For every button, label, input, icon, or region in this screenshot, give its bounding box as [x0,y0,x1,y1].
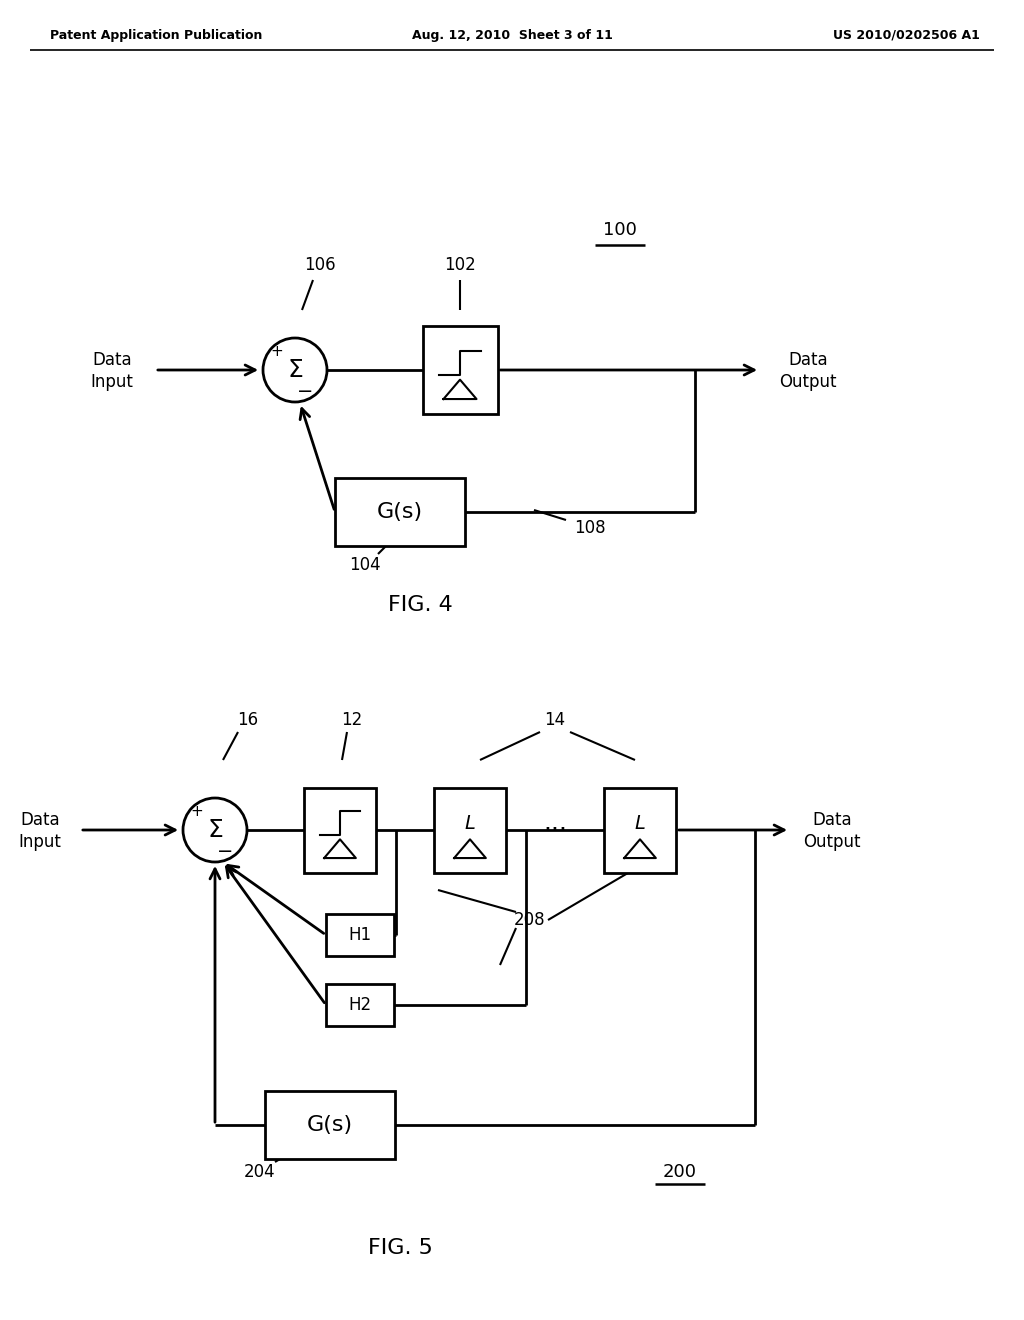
Bar [434,788,506,873]
Text: 208: 208 [514,911,546,929]
Text: 106: 106 [304,256,336,275]
Circle shape [183,799,247,862]
Text: Data: Data [788,351,827,370]
Text: L: L [465,813,475,833]
Text: 12: 12 [341,711,362,729]
Text: Input: Input [18,833,61,851]
Text: 102: 102 [444,256,476,275]
Text: H1: H1 [348,927,372,944]
Text: Data: Data [812,810,852,829]
Text: Output: Output [779,374,837,391]
Text: ···: ··· [543,818,567,842]
Text: 200: 200 [663,1163,697,1181]
Bar [335,478,465,546]
Text: 108: 108 [574,519,606,537]
Bar [604,788,676,873]
Text: 14: 14 [545,711,565,729]
Text: 100: 100 [603,220,637,239]
Bar [304,788,376,873]
Text: Data: Data [92,351,132,370]
Text: −: − [217,842,233,862]
Text: $\Sigma$: $\Sigma$ [287,358,303,381]
Text: Patent Application Publication: Patent Application Publication [50,29,262,41]
Text: +: + [190,804,204,820]
Bar [265,1092,395,1159]
Text: L: L [635,813,645,833]
Circle shape [263,338,327,403]
Text: G(s): G(s) [307,1115,353,1135]
Bar [326,913,394,956]
Text: G(s): G(s) [377,502,423,521]
Text: FIG. 5: FIG. 5 [368,1238,432,1258]
Text: H2: H2 [348,997,372,1014]
Text: FIG. 4: FIG. 4 [388,595,453,615]
Text: US 2010/0202506 A1: US 2010/0202506 A1 [834,29,980,41]
Text: Output: Output [803,833,861,851]
Bar [423,326,498,414]
Text: Data: Data [20,810,59,829]
Text: −: − [297,383,313,401]
Text: 204: 204 [244,1163,275,1181]
Text: +: + [270,345,284,359]
Text: 104: 104 [349,556,381,574]
Text: $\Sigma$: $\Sigma$ [207,818,223,842]
Text: Aug. 12, 2010  Sheet 3 of 11: Aug. 12, 2010 Sheet 3 of 11 [412,29,612,41]
Bar [326,983,394,1026]
Text: 16: 16 [238,711,259,729]
Text: Input: Input [90,374,133,391]
